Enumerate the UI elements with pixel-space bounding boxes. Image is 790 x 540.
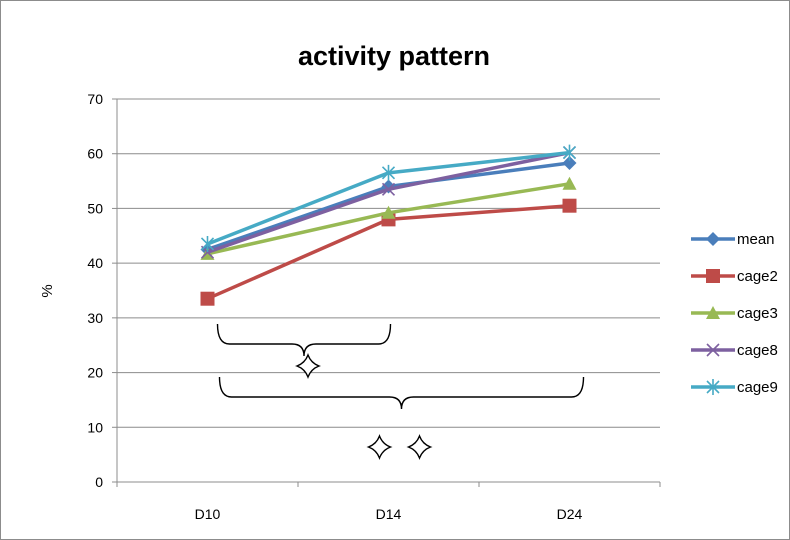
y-tick-labels: 0 10 20 30 40 50 60 70	[87, 91, 103, 490]
data-point-cage8	[381, 182, 396, 196]
y-tick-label: 30	[87, 310, 103, 326]
brace-long	[218, 376, 585, 410]
data-point-cage9	[381, 164, 396, 181]
x-tick-label: D10	[195, 506, 221, 522]
legend-label-cage2: cage2	[737, 268, 778, 285]
y-tick-label: 0	[95, 474, 103, 490]
gridlines	[117, 98, 660, 428]
legend-item-cage8: cage8	[691, 342, 778, 359]
legend-label-cage8: cage8	[737, 342, 778, 359]
chart-title: activity pattern	[298, 41, 490, 71]
y-axis-label: %	[39, 284, 56, 297]
y-tick-label: 50	[87, 200, 103, 216]
data-point-cage2	[562, 198, 577, 213]
significance-star-icon	[406, 434, 433, 460]
legend-marker-cage8	[706, 343, 720, 357]
axes	[112, 98, 661, 487]
y-tick-label: 60	[87, 146, 103, 162]
data-point-cage9	[200, 235, 215, 252]
y-tick-label: 70	[87, 91, 103, 107]
legend-item-mean: mean	[691, 231, 775, 248]
legend-marker-cage3	[706, 306, 720, 319]
data-point-cage3	[562, 176, 577, 190]
legend-marker-mean	[706, 232, 720, 246]
legend: mean cage2 cage3 cage8 cage9	[691, 231, 778, 396]
series-lines	[200, 144, 577, 306]
significance-annotations	[216, 323, 585, 460]
legend-marker-cage2	[706, 269, 720, 283]
legend-item-cage9: cage9	[691, 379, 778, 396]
annotation-D10-D14	[216, 323, 392, 379]
annotation-D10-D24	[218, 376, 585, 460]
x-tick-labels: D10 D14 D24	[195, 506, 583, 522]
significance-star-icon	[366, 434, 393, 460]
data-point-cage9	[562, 144, 577, 161]
significance-star-icon	[295, 353, 321, 379]
data-point-mean	[562, 156, 577, 171]
x-tick-label: D14	[376, 506, 402, 522]
y-tick-label: 20	[87, 365, 103, 381]
y-tick-label: 40	[87, 255, 103, 271]
legend-label-cage3: cage3	[737, 305, 778, 322]
legend-item-cage2: cage2	[691, 268, 778, 285]
data-point-cage2	[200, 291, 215, 306]
legend-item-cage3: cage3	[691, 305, 778, 322]
brace-short	[216, 323, 392, 357]
legend-label-cage9: cage9	[737, 379, 778, 396]
series-cage9	[200, 144, 577, 252]
legend-marker-cage9	[706, 379, 720, 395]
x-tick-label: D24	[557, 506, 583, 522]
data-point-cage3	[381, 205, 396, 219]
legend-label-mean: mean	[737, 231, 775, 248]
y-tick-label: 10	[87, 419, 103, 435]
